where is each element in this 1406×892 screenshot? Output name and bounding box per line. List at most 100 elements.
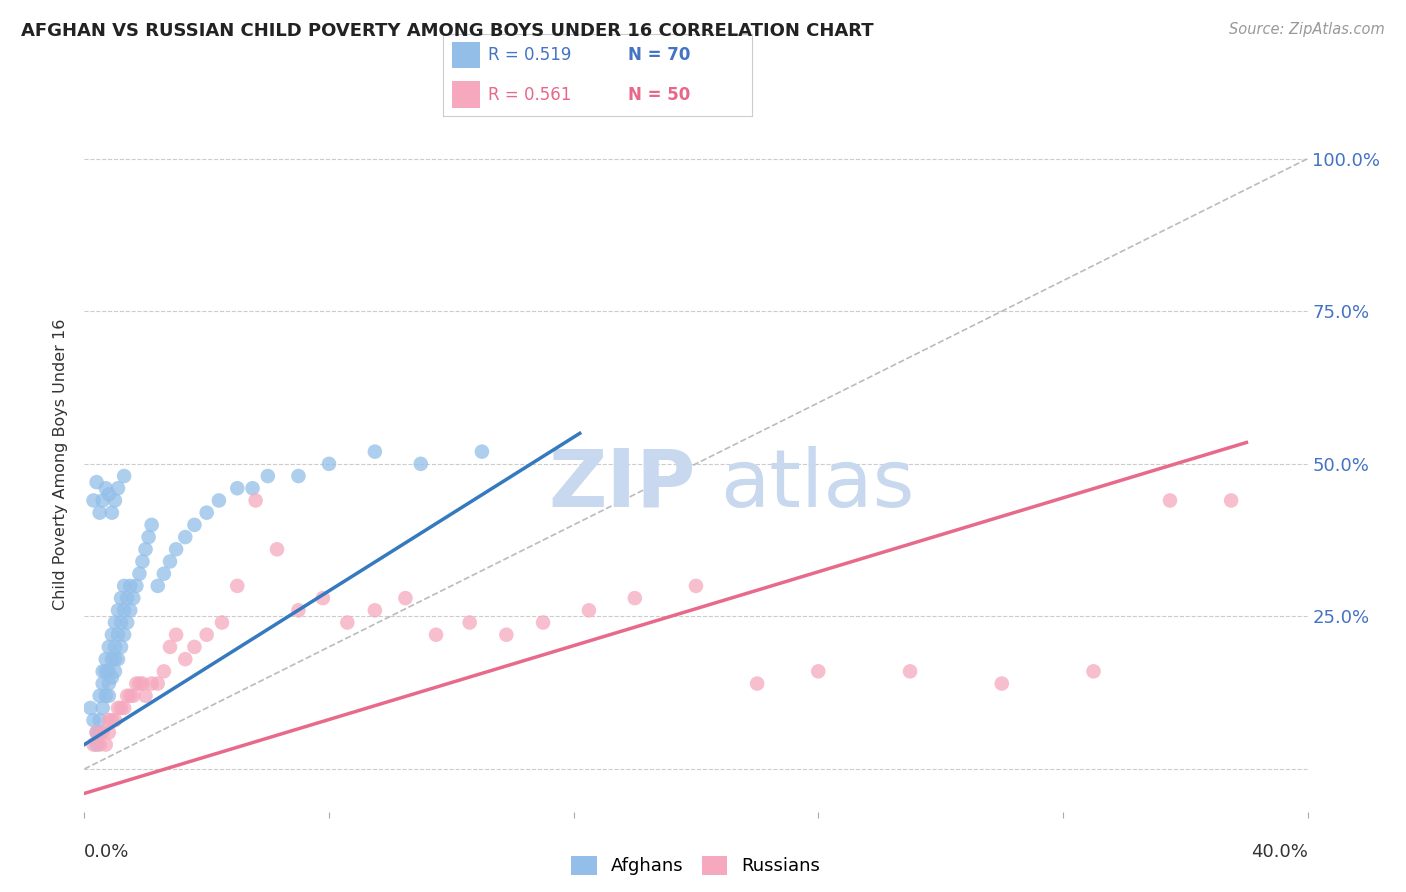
Point: [685, 579, 707, 593]
Point: [226, 579, 249, 593]
Point: [110, 615, 132, 630]
Bar: [453, 42, 479, 69]
Point: [336, 615, 359, 630]
Point: [146, 579, 169, 593]
Point: [115, 689, 138, 703]
Point: [183, 640, 205, 654]
Point: [266, 542, 288, 557]
Point: [747, 676, 769, 690]
Point: [110, 640, 132, 654]
Point: [364, 603, 387, 617]
Point: [97, 713, 120, 727]
Point: [318, 457, 340, 471]
Point: [138, 530, 160, 544]
Point: [79, 701, 101, 715]
Point: [86, 725, 108, 739]
Point: [112, 628, 135, 642]
Point: [165, 542, 187, 557]
Point: [153, 566, 176, 581]
Point: [107, 701, 129, 715]
Text: N = 50: N = 50: [628, 86, 690, 103]
Point: [101, 628, 124, 642]
Point: [107, 628, 129, 642]
Point: [86, 725, 108, 739]
Point: [312, 591, 335, 606]
Point: [97, 665, 120, 679]
Point: [89, 713, 111, 727]
Point: [104, 652, 127, 666]
Point: [131, 676, 153, 690]
Point: [91, 676, 114, 690]
Text: R = 0.519: R = 0.519: [488, 46, 571, 64]
Point: [1159, 493, 1181, 508]
Point: [94, 481, 117, 495]
Point: [1220, 493, 1243, 508]
Text: AFGHAN VS RUSSIAN CHILD POVERTY AMONG BOYS UNDER 16 CORRELATION CHART: AFGHAN VS RUSSIAN CHILD POVERTY AMONG BO…: [21, 22, 873, 40]
Point: [94, 652, 117, 666]
Point: [531, 615, 554, 630]
Point: [107, 603, 129, 617]
Point: [409, 457, 432, 471]
Point: [83, 493, 105, 508]
Point: [159, 640, 181, 654]
Point: [287, 469, 309, 483]
Point: [91, 701, 114, 715]
Point: [94, 665, 117, 679]
Point: [195, 506, 218, 520]
Point: [898, 665, 921, 679]
Point: [112, 603, 135, 617]
Point: [91, 725, 114, 739]
Point: [107, 652, 129, 666]
Point: [86, 475, 108, 490]
Point: [120, 579, 142, 593]
Point: [257, 469, 280, 483]
Point: [104, 493, 127, 508]
Text: N = 70: N = 70: [628, 46, 690, 64]
Point: [624, 591, 647, 606]
Point: [458, 615, 481, 630]
Point: [104, 640, 127, 654]
Point: [110, 701, 132, 715]
Point: [101, 713, 124, 727]
Point: [86, 738, 108, 752]
Point: [471, 444, 494, 458]
Point: [226, 481, 249, 495]
Point: [807, 665, 830, 679]
Point: [104, 615, 127, 630]
Point: [165, 628, 187, 642]
Text: R = 0.561: R = 0.561: [488, 86, 571, 103]
Point: [104, 665, 127, 679]
Point: [425, 628, 447, 642]
Point: [128, 566, 150, 581]
Point: [101, 506, 124, 520]
Point: [211, 615, 233, 630]
Point: [578, 603, 600, 617]
Point: [135, 542, 157, 557]
Point: [195, 628, 218, 642]
Point: [115, 615, 138, 630]
Point: [115, 591, 138, 606]
Text: Source: ZipAtlas.com: Source: ZipAtlas.com: [1229, 22, 1385, 37]
Point: [991, 676, 1014, 690]
Point: [122, 689, 145, 703]
Point: [112, 579, 135, 593]
Point: [128, 676, 150, 690]
Point: [141, 676, 163, 690]
Point: [112, 469, 135, 483]
Bar: [453, 81, 479, 108]
Point: [107, 481, 129, 495]
Point: [89, 725, 111, 739]
Point: [141, 517, 163, 532]
Point: [97, 640, 120, 654]
Point: [97, 689, 120, 703]
Point: [110, 591, 132, 606]
Point: [120, 689, 142, 703]
Text: 0.0%: 0.0%: [84, 843, 129, 861]
Point: [97, 487, 120, 501]
Point: [101, 670, 124, 684]
Text: ZIP: ZIP: [548, 446, 696, 524]
Point: [174, 530, 197, 544]
Text: atlas: atlas: [720, 446, 915, 524]
Point: [94, 738, 117, 752]
Point: [364, 444, 387, 458]
